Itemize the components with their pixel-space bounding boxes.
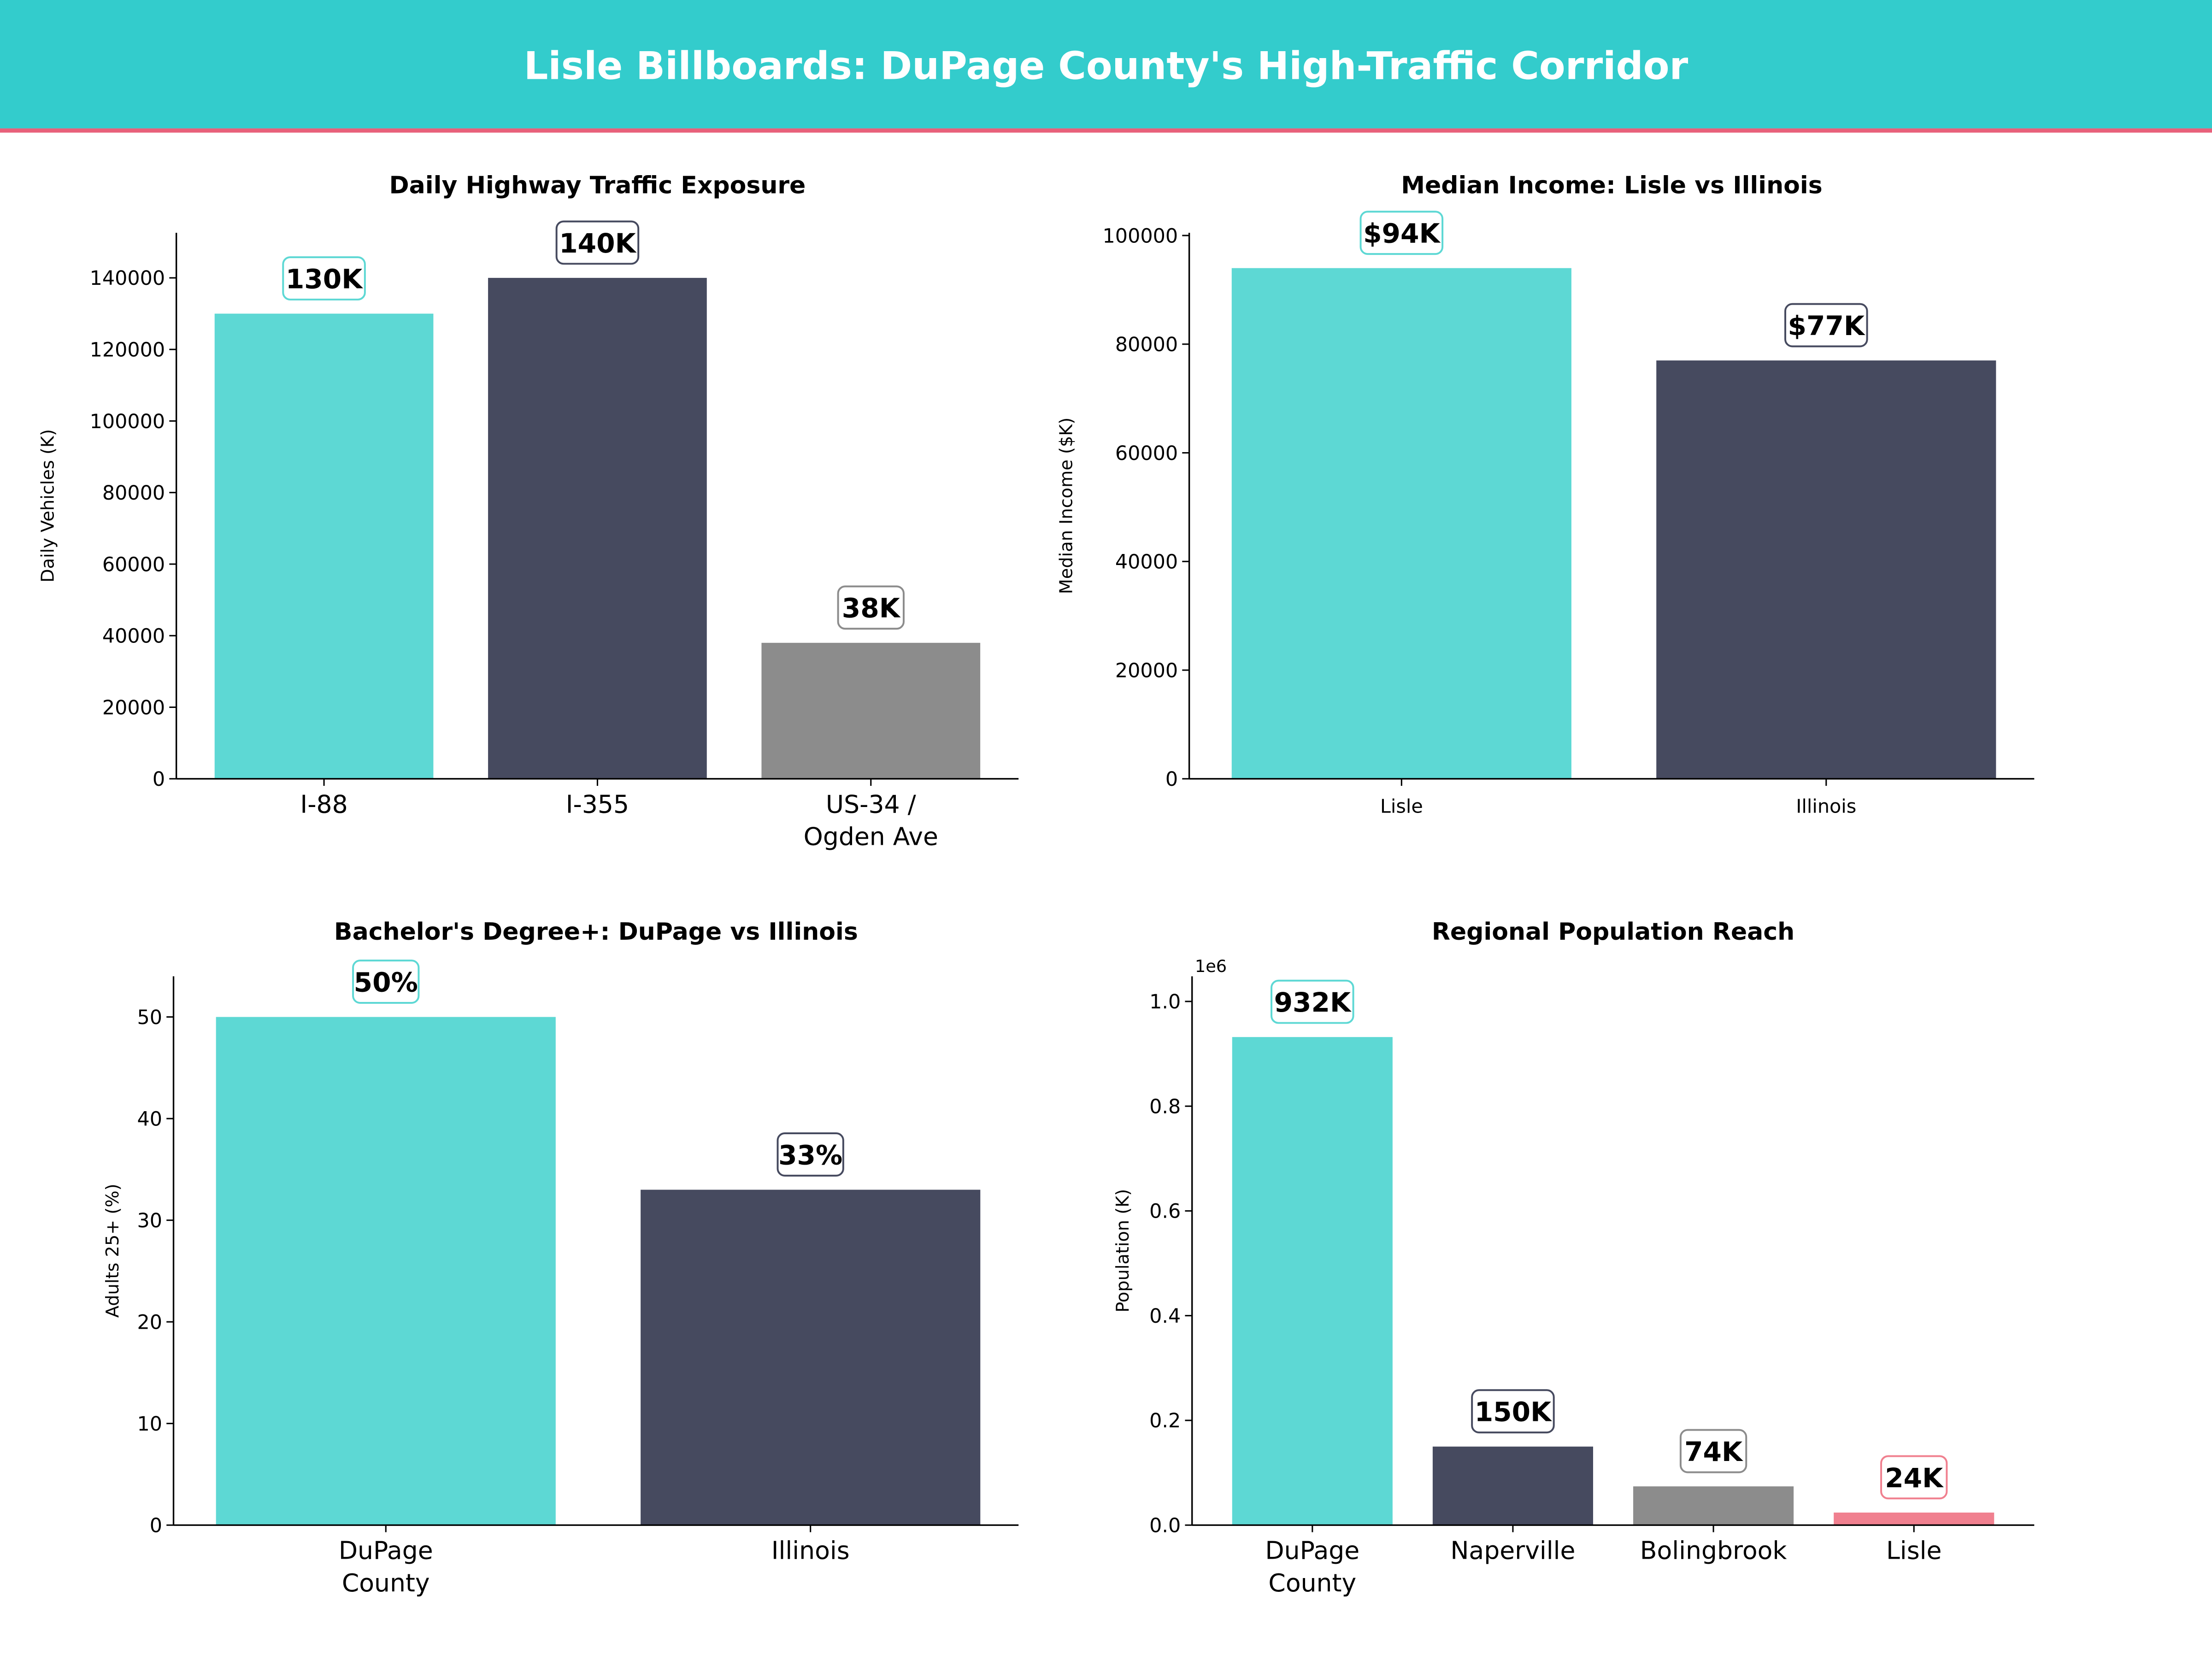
chart-panel-3: Bachelor's Degree+: DuPage vs Illinois Ad…	[102, 918, 1019, 1597]
y-tick-label: 40000	[102, 625, 165, 648]
y-tick-label: 20000	[102, 696, 165, 719]
bar	[1834, 1512, 1994, 1526]
y-tick-label: 140000	[90, 267, 165, 290]
data-label: 150K	[1475, 1396, 1552, 1428]
data-label: 140K	[559, 228, 636, 259]
x-tick-label: Naperville	[1450, 1536, 1575, 1565]
data-label-box	[1359, 211, 1444, 255]
header-accent-line	[0, 128, 2212, 133]
y-tick-label: 120000	[90, 338, 165, 361]
y-tick-label: 0.8	[1149, 1095, 1181, 1118]
chart-panel-4: Regional Population Reach Population (K) 9…	[1112, 918, 2035, 1597]
x-tick-label: DuPage	[339, 1536, 433, 1565]
data-label-box	[1471, 1389, 1555, 1434]
x-tick-label: Bolingbrook	[1640, 1536, 1787, 1565]
data-label: 50%	[354, 966, 418, 998]
data-label-box	[777, 1132, 844, 1177]
header-banner	[0, 0, 2212, 129]
chart-panel-1: Daily Highway Traffic Exposure Daily Vehi…	[37, 171, 1019, 851]
y-tick-label: 0	[1165, 768, 1178, 791]
data-label-box	[1679, 1429, 1747, 1473]
y-tick-label: 1.0	[1149, 990, 1181, 1013]
y-tick-label: 20	[137, 1311, 163, 1334]
bar	[1656, 360, 1996, 779]
data-label-box	[837, 585, 905, 630]
y-tick-label: 0.2	[1149, 1409, 1181, 1432]
y-tick-label: 80000	[1115, 333, 1178, 356]
y-tick-label: 10	[137, 1413, 163, 1436]
y-tick-label: 20000	[1115, 659, 1178, 682]
y-tick-label: 0	[153, 768, 165, 791]
chart-title: Daily Highway Traffic Exposure	[389, 171, 806, 199]
y-tick-label: 100000	[90, 410, 165, 433]
y-tick-label: 40000	[1115, 551, 1178, 574]
chart-panel-2: Median Income: Lisle vs Illinois Median I…	[1056, 171, 2035, 817]
y-tick-label: 80000	[102, 482, 165, 505]
x-tick-label: US-34 /	[826, 789, 917, 819]
y-tick-label: 30	[137, 1209, 163, 1232]
data-label-box	[1271, 979, 1354, 1024]
bar	[761, 642, 981, 779]
y-axis-label: Adults 25+ (%)	[102, 1184, 123, 1318]
y-tick-label: 0.0	[1149, 1514, 1181, 1537]
data-label: 130K	[286, 263, 363, 295]
data-label-box	[282, 256, 366, 300]
y-axis-label: Population (K)	[1112, 1189, 1133, 1313]
bar	[214, 313, 434, 779]
chart-title: Bachelor's Degree+: DuPage vs Illinois	[334, 918, 858, 946]
y-tick-label: 60000	[1115, 442, 1178, 465]
y-tick-label: 60000	[102, 553, 165, 576]
x-tick-label: Ogden Ave	[804, 822, 938, 851]
data-label: 38K	[842, 593, 901, 624]
y-offset-label: 1e6	[1195, 956, 1227, 976]
y-tick-label: 0.4	[1149, 1305, 1181, 1328]
data-label: $77K	[1788, 310, 1865, 342]
x-tick-label: Illinois	[771, 1536, 850, 1565]
x-tick-label: County	[342, 1568, 430, 1597]
data-label-box	[352, 960, 420, 1004]
bar	[488, 277, 707, 779]
x-tick-label: I-355	[566, 789, 629, 819]
data-label: 932K	[1274, 987, 1352, 1018]
x-tick-label: DuPage	[1265, 1536, 1359, 1565]
data-label: 33%	[778, 1139, 842, 1171]
x-tick-label: I-88	[300, 789, 347, 819]
chart-title: Regional Population Reach	[1432, 918, 1794, 946]
data-label-box	[1880, 1455, 1948, 1500]
y-tick-label: 0.6	[1149, 1200, 1181, 1223]
x-tick-label: County	[1268, 1568, 1356, 1597]
y-tick-label: 0	[150, 1514, 162, 1537]
bar	[216, 1017, 556, 1526]
y-axis-label: Daily Vehicles (K)	[37, 429, 58, 583]
x-tick-label: Illinois	[1796, 795, 1856, 817]
page-title: Lisle Billboards: DuPage County's High-T…	[524, 44, 1688, 88]
y-tick-label: 50	[137, 1006, 163, 1029]
y-axis-label: Median Income ($K)	[1056, 418, 1077, 594]
data-label: $94K	[1363, 218, 1441, 249]
bar	[1231, 268, 1571, 779]
bar	[641, 1190, 981, 1526]
bar	[1232, 1037, 1393, 1526]
bar	[1432, 1446, 1593, 1526]
data-label: 74K	[1684, 1436, 1743, 1467]
x-tick-label: Lisle	[1380, 795, 1423, 817]
data-label: 24K	[1885, 1462, 1944, 1494]
y-tick-label: 100000	[1103, 224, 1178, 247]
bar	[1633, 1486, 1794, 1526]
data-label-box	[555, 220, 640, 265]
chart-title: Median Income: Lisle vs Illinois	[1401, 171, 1823, 199]
data-label-box	[1784, 303, 1868, 348]
y-tick-label: 40	[137, 1107, 163, 1131]
x-tick-label: Lisle	[1886, 1536, 1941, 1565]
